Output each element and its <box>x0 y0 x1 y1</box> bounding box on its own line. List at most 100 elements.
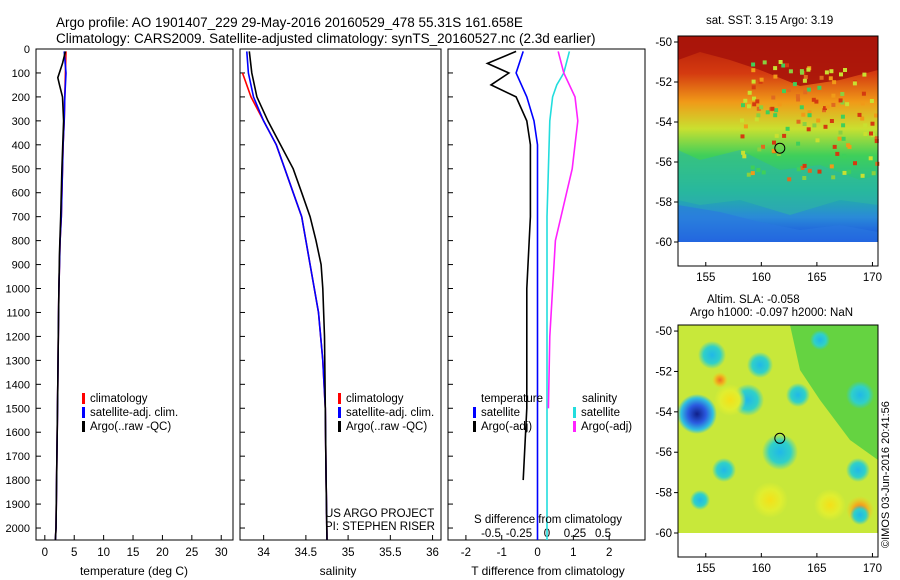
sst-pixel <box>839 72 843 77</box>
legend-label: satellite-adj. clim. <box>90 407 178 419</box>
sst-pixel <box>756 167 761 172</box>
depth-tick-label: 200 <box>12 92 30 104</box>
sst-pixel <box>796 141 801 146</box>
salinity-panel: 34 34.5 35 35.5 36 salinity climatology satel… <box>239 48 442 578</box>
map-y-tick-label: -52 <box>655 366 672 378</box>
sst-speckle <box>740 60 880 182</box>
sst-pixel <box>829 69 834 74</box>
salinity-xlabel: salinity <box>320 564 357 578</box>
sst-pixel <box>838 130 843 135</box>
sst-pixel <box>787 177 792 182</box>
map-x-tick-label: 155 <box>696 272 715 284</box>
sst-pixel <box>761 170 766 175</box>
sst-pixel <box>831 102 836 107</box>
sst-pixel <box>829 164 834 169</box>
sst-pixel <box>815 138 820 143</box>
salinity-frame <box>239 48 442 541</box>
sst-pixel <box>840 114 845 119</box>
sst-pixel <box>776 152 781 156</box>
map-x-tick-label: 165 <box>807 272 826 284</box>
sst-pixel <box>852 81 857 86</box>
sst-pixel <box>755 99 760 104</box>
x-tick-label: 34 <box>257 547 270 559</box>
depth-tick-label: 1600 <box>6 427 30 439</box>
sst-pixel <box>807 168 812 173</box>
depth-tick-label: 500 <box>12 164 30 176</box>
sst-pixel <box>831 93 836 98</box>
sst-pixel <box>801 112 806 117</box>
x-tick-label: 15 <box>127 547 140 559</box>
sla-nodata-band <box>678 533 878 557</box>
sst-pixel <box>785 126 790 131</box>
sst-pixel <box>740 134 745 139</box>
depth-tick-label: 800 <box>12 236 30 248</box>
sla-axis-ticks: 155 160 165 170 -50 -52 -54 -56 -58 -60 <box>655 326 882 575</box>
sst-pixel <box>785 63 789 68</box>
map-x-tick-label: 170 <box>863 272 882 284</box>
depth-tick-label: 1900 <box>6 499 30 511</box>
x-tick-label: 10 <box>97 547 110 559</box>
sst-pixel <box>774 108 779 113</box>
sst-pixel <box>741 103 745 108</box>
legend-label: satellite <box>581 407 620 419</box>
map-x-tick-label: 160 <box>752 563 771 575</box>
legend-swatch <box>573 407 576 418</box>
sst-pixel <box>874 113 878 118</box>
sst-pixel <box>857 112 862 117</box>
sst-pixel <box>751 79 756 84</box>
legend-swatch <box>573 421 576 432</box>
difference-x-ticks: -2 -1 0 1 2-0.5 -0.25 0 0.25 0.5 <box>461 528 613 559</box>
depth-tick-label: 400 <box>12 140 30 152</box>
sst-pixel <box>840 100 845 105</box>
sst-pixel <box>786 87 791 92</box>
legend-label: Argo(-adj) <box>581 421 632 433</box>
sst-pixel <box>782 89 786 94</box>
x-tick-label: 25 <box>185 547 198 559</box>
temperature-frame <box>35 48 234 541</box>
sst-pixel <box>860 116 865 121</box>
sst-pixel <box>862 72 867 77</box>
sst-pixel <box>817 169 822 174</box>
map-x-tick-label: 160 <box>752 272 771 284</box>
sst-pixel <box>778 60 783 64</box>
depth-tick-label: 600 <box>12 188 30 200</box>
sst-pixel <box>832 80 837 85</box>
sst-pixel <box>751 85 756 90</box>
depth-tick-label: 1500 <box>6 403 30 415</box>
series-line <box>547 51 579 409</box>
project-annotation: US ARGO PROJECT <box>325 508 434 520</box>
sla-blob <box>752 482 788 518</box>
sst-pixel <box>811 97 816 102</box>
sla-map-title-1: Altim. SLA: -0.058 <box>707 294 800 306</box>
depth-tick-label: 1800 <box>6 475 30 487</box>
sst-pixel <box>869 131 873 136</box>
sst-pixel <box>799 105 804 110</box>
sst-pixel <box>842 170 847 175</box>
x-tick-label: 30 <box>215 547 228 559</box>
credit-text: ©IMOS 03-Jun-2016 20:41:56 <box>880 401 892 548</box>
sla-green-region <box>790 325 878 460</box>
map-y-tick-label: -52 <box>655 77 672 89</box>
sst-pixel <box>781 63 786 68</box>
difference-xlabel-top: S difference from climatology <box>474 514 622 526</box>
sst-pixel <box>806 127 811 132</box>
temperature-panel: 0 5 10 15 20 25 30 temperature (deg C) climato… <box>35 48 234 578</box>
sst-pixel <box>803 90 808 95</box>
sla-frame <box>677 324 879 558</box>
map-y-tick-label: -54 <box>655 407 672 419</box>
sst-pixel <box>743 124 748 129</box>
sla-blob <box>846 381 874 409</box>
depth-tick-label: 0 <box>24 44 30 56</box>
sst-pixel <box>860 101 865 106</box>
top-x-tick-label: -0.5 <box>481 528 501 540</box>
x-tick-label: -1 <box>497 547 507 559</box>
sla-argo-marker <box>774 432 786 444</box>
series-line <box>546 51 571 540</box>
sst-pixel <box>846 143 851 148</box>
sst-pixel <box>741 150 746 155</box>
depth-tick-label: 1100 <box>6 308 30 320</box>
sst-pixel <box>796 97 801 102</box>
sst-pixel <box>812 123 817 128</box>
difference-lines <box>485 50 579 540</box>
